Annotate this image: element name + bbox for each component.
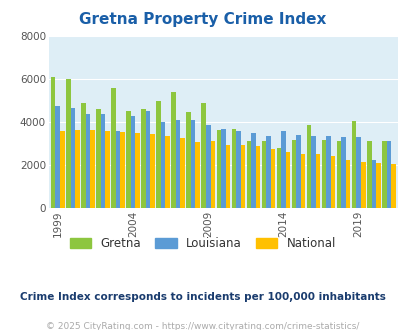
Bar <box>336 141 341 208</box>
Bar <box>276 148 281 208</box>
Bar <box>311 136 315 208</box>
Bar <box>205 125 210 208</box>
Bar <box>70 108 75 208</box>
Bar <box>66 79 70 208</box>
Bar <box>296 135 300 208</box>
Bar <box>165 136 169 208</box>
Bar <box>195 143 200 208</box>
Bar <box>371 160 375 208</box>
Bar <box>160 122 165 208</box>
Bar <box>85 114 90 208</box>
Bar <box>111 88 115 208</box>
Bar <box>96 109 100 208</box>
Bar <box>105 131 109 208</box>
Bar <box>150 134 154 208</box>
Bar <box>60 131 64 208</box>
Bar <box>330 156 335 208</box>
Text: © 2025 CityRating.com - https://www.cityrating.com/crime-statistics/: © 2025 CityRating.com - https://www.city… <box>46 322 359 330</box>
Bar <box>55 106 60 208</box>
Bar <box>81 103 85 208</box>
Bar <box>326 136 330 208</box>
Bar <box>210 141 215 208</box>
Bar <box>175 120 180 208</box>
Bar <box>90 130 94 208</box>
Bar <box>261 141 266 208</box>
Bar <box>381 141 386 208</box>
Bar <box>240 145 245 208</box>
Bar <box>390 164 394 208</box>
Bar <box>251 133 255 208</box>
Bar <box>135 133 139 208</box>
Bar <box>270 149 275 208</box>
Bar <box>341 137 345 208</box>
Bar <box>291 140 296 208</box>
Bar <box>246 141 251 208</box>
Legend: Gretna, Louisiana, National: Gretna, Louisiana, National <box>65 232 340 255</box>
Bar <box>51 77 55 208</box>
Bar <box>231 129 236 208</box>
Bar <box>190 120 195 208</box>
Bar <box>220 129 225 208</box>
Bar <box>201 103 205 208</box>
Bar <box>120 132 124 208</box>
Bar <box>225 145 230 208</box>
Bar <box>180 138 184 208</box>
Bar <box>366 141 371 208</box>
Bar <box>100 114 105 208</box>
Bar <box>186 113 190 208</box>
Bar <box>216 130 220 208</box>
Text: Gretna Property Crime Index: Gretna Property Crime Index <box>79 12 326 26</box>
Bar <box>386 141 390 208</box>
Bar <box>351 121 356 208</box>
Bar <box>75 130 79 208</box>
Bar <box>156 101 160 208</box>
Bar <box>360 162 364 208</box>
Bar <box>315 154 320 208</box>
Bar <box>171 92 175 208</box>
Text: Crime Index corresponds to incidents per 100,000 inhabitants: Crime Index corresponds to incidents per… <box>20 292 385 302</box>
Bar <box>130 116 135 208</box>
Bar <box>321 140 326 208</box>
Bar <box>141 109 145 208</box>
Bar <box>345 160 350 208</box>
Bar <box>306 125 311 208</box>
Bar <box>126 112 130 208</box>
Bar <box>255 146 260 208</box>
Bar <box>266 136 270 208</box>
Bar <box>145 112 150 208</box>
Bar <box>375 163 379 208</box>
Bar <box>281 131 285 208</box>
Bar <box>300 154 305 208</box>
Bar <box>115 131 120 208</box>
Bar <box>356 137 360 208</box>
Bar <box>236 131 240 208</box>
Bar <box>285 152 290 208</box>
